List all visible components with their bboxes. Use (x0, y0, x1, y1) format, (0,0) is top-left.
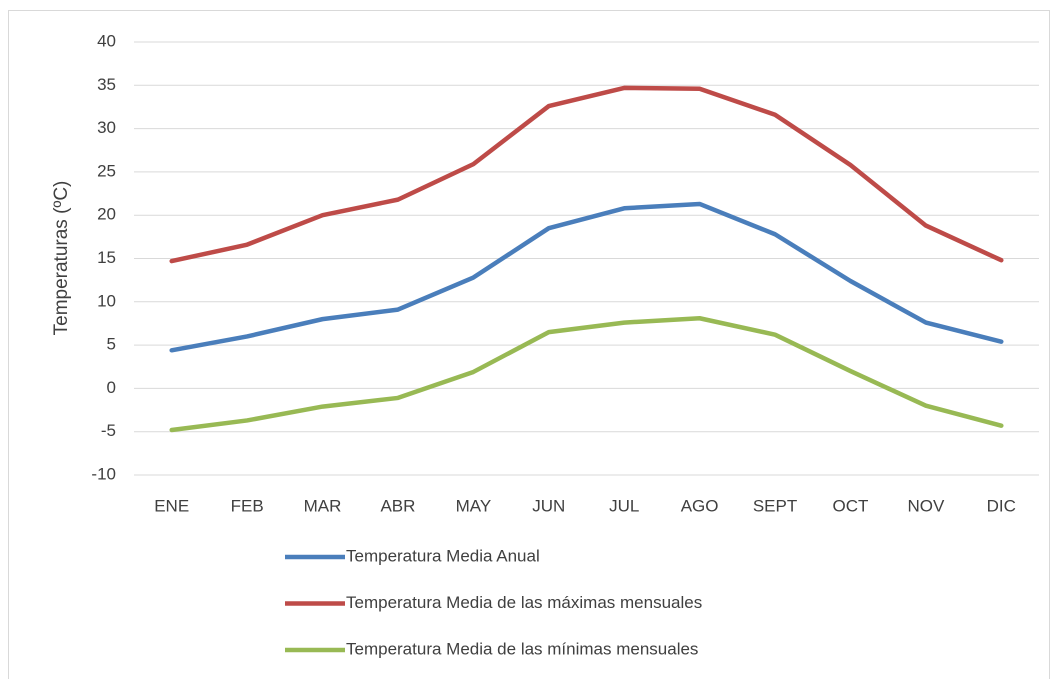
y-tick-label: 25 (97, 161, 116, 180)
y-tick-label: -5 (101, 421, 116, 440)
y-tick-label: 10 (97, 291, 116, 310)
y-tick-label: 0 (107, 378, 116, 397)
x-tick-label: OCT (833, 496, 869, 515)
x-tick-label: JUL (609, 496, 639, 515)
y-tick-label: 20 (97, 205, 116, 224)
y-tick-label: 35 (97, 75, 116, 94)
y-axis-label: Temperaturas (ºC) (51, 181, 72, 336)
x-tick-label: MAY (456, 496, 492, 515)
x-tick-label: AGO (681, 496, 719, 515)
y-tick-label: 30 (97, 118, 116, 137)
series-line (169, 201, 1004, 353)
x-tick-label: JUN (532, 496, 565, 515)
legend-label: Temperatura Media Anual (346, 546, 540, 565)
legend-label: Temperatura Media de las máximas mensual… (346, 593, 702, 612)
x-tick-label: DIC (987, 496, 1016, 515)
x-tick-label: ABR (380, 496, 415, 515)
y-tick-label: 40 (97, 31, 116, 50)
y-tick-label: 5 (107, 335, 116, 354)
y-tick-label: -10 (91, 464, 116, 483)
x-tick-label: FEB (231, 496, 264, 515)
x-tick-label: SEPT (753, 496, 797, 515)
y-tick-label: 15 (97, 248, 116, 267)
series-line (169, 85, 1004, 264)
x-tick-label: NOV (907, 496, 945, 515)
series-line (169, 316, 1004, 433)
legend-label: Temperatura Media de las mínimas mensual… (346, 639, 698, 658)
x-tick-label: MAR (304, 496, 342, 515)
x-tick-label: ENE (154, 496, 189, 515)
